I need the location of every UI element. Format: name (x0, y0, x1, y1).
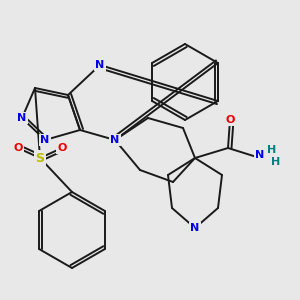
Text: N: N (95, 60, 105, 70)
Text: H: H (272, 157, 280, 167)
Text: O: O (225, 115, 235, 125)
Text: O: O (13, 143, 23, 153)
Text: H: H (267, 145, 277, 155)
Text: N: N (190, 223, 200, 233)
Text: S: S (35, 152, 44, 164)
Text: N: N (40, 135, 50, 145)
Text: N: N (110, 135, 120, 145)
Text: N: N (255, 150, 265, 160)
Text: N: N (17, 113, 27, 123)
Text: O: O (57, 143, 67, 153)
